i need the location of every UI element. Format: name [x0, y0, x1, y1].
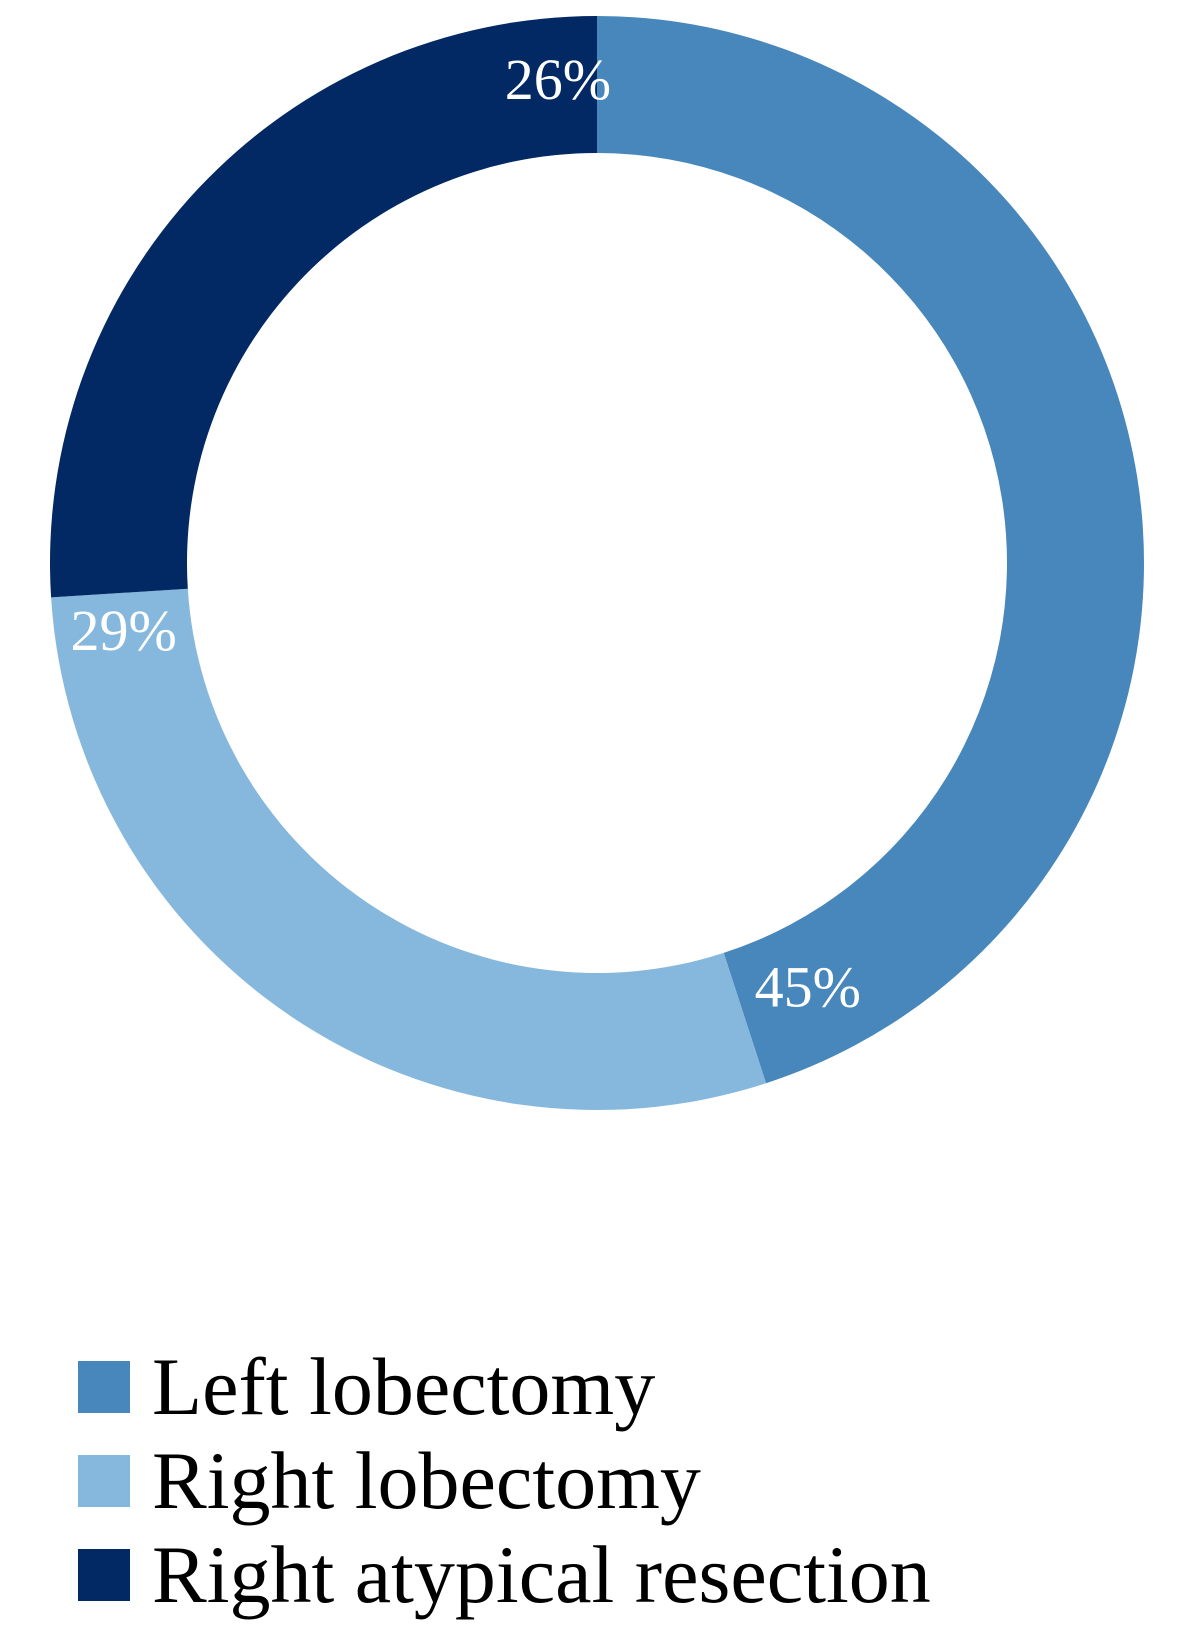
legend: Left lobectomy Right lobectomy Right aty… — [78, 1340, 1178, 1622]
donut-slices — [49, 16, 1144, 1110]
legend-swatch — [78, 1361, 130, 1413]
donut-slice-right-lobectomy — [51, 588, 767, 1110]
data-label: 29% — [71, 598, 177, 663]
legend-swatch — [78, 1549, 130, 1601]
legend-item-right-lobectomy: Right lobectomy — [78, 1434, 1178, 1528]
data-label: 26% — [505, 47, 611, 112]
donut-slice-left-lobectomy — [597, 16, 1144, 1084]
data-labels: 45% 29% 26% — [71, 47, 861, 1020]
legend-label: Right lobectomy — [152, 1435, 701, 1526]
legend-label: Right atypical resection — [152, 1529, 931, 1620]
legend-label: Left lobectomy — [152, 1341, 656, 1432]
data-label: 45% — [755, 954, 861, 1019]
donut-slice-right-atypical-resection — [49, 16, 597, 598]
legend-item-left-lobectomy: Left lobectomy — [78, 1340, 1178, 1434]
donut-chart: 45% 29% 26% — [49, 16, 1144, 1110]
legend-item-right-atypical-resection: Right atypical resection — [78, 1528, 1178, 1622]
legend-swatch — [78, 1455, 130, 1507]
